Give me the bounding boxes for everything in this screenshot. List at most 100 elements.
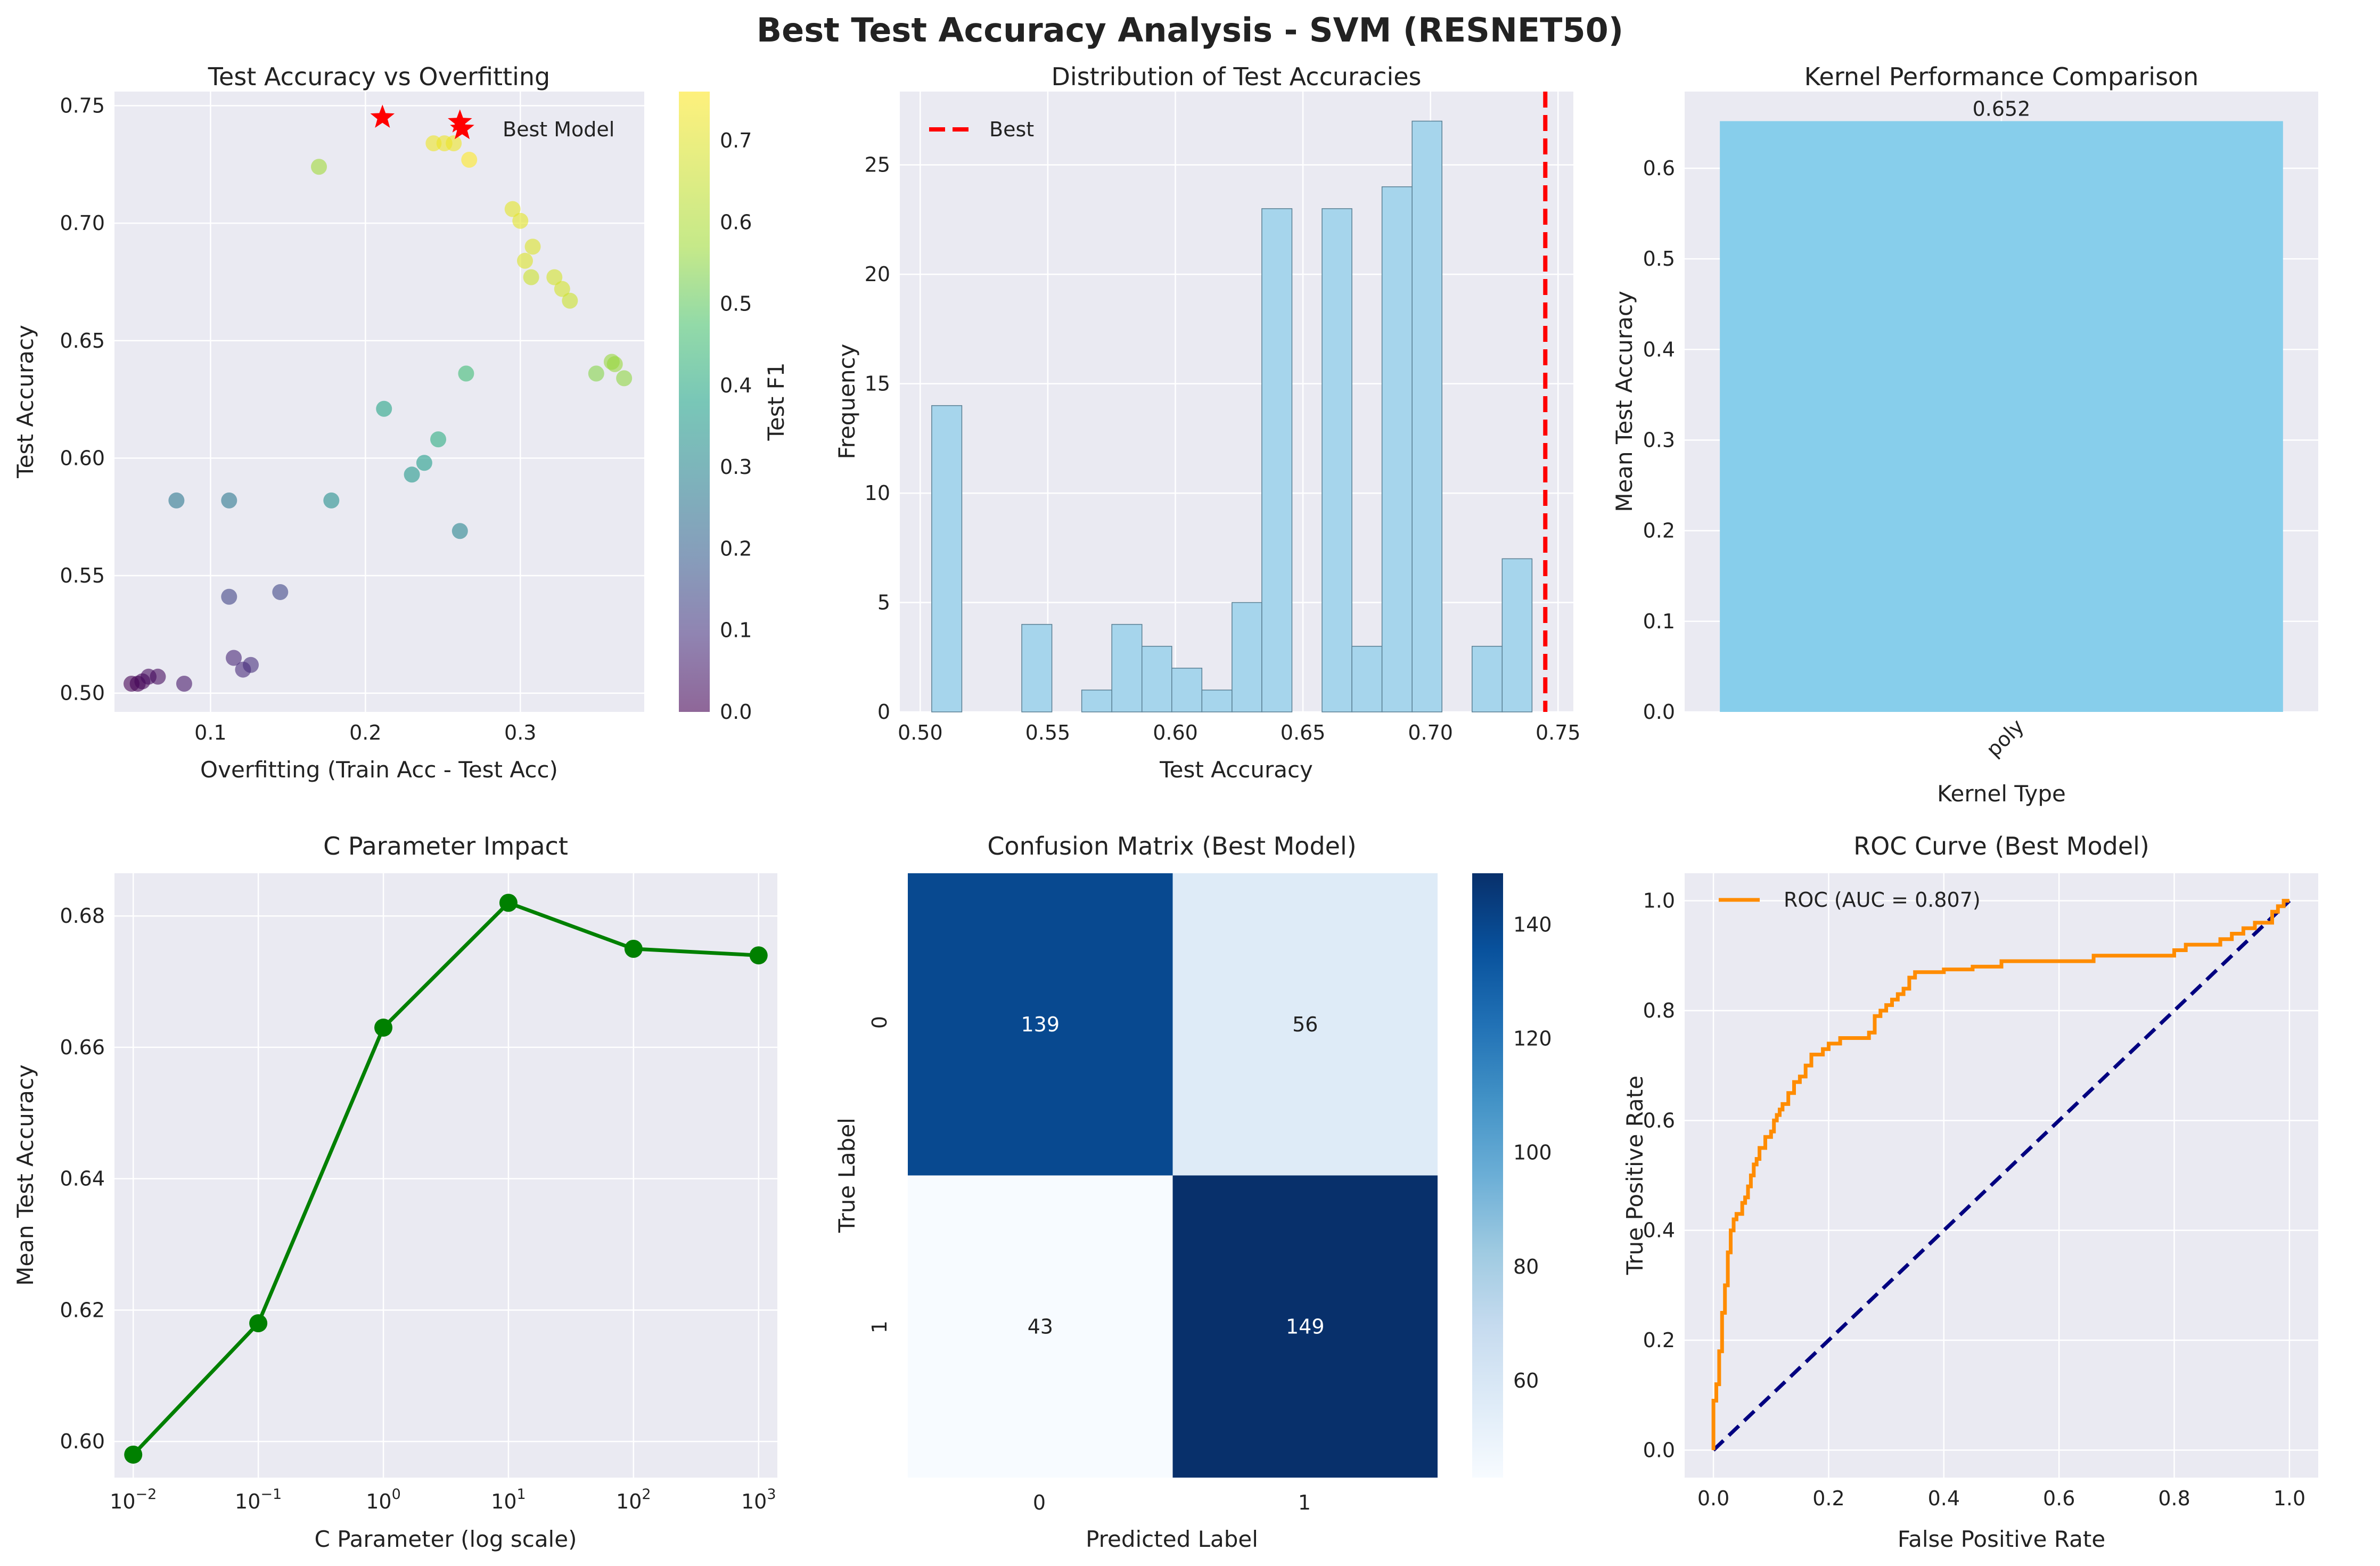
confusion-cell bbox=[908, 1175, 1173, 1478]
histogram-bar bbox=[1381, 186, 1413, 712]
confusion-cell-label: 149 bbox=[1286, 1315, 1325, 1338]
scatter-y-ticks: 0.50 0.55 0.60 0.65 0.70 0.75 bbox=[60, 94, 105, 704]
scatter-legend: Best Model bbox=[450, 116, 614, 141]
kernel-x-label: Kernel Type bbox=[1937, 781, 2066, 807]
cparam-y-tick: 0.64 bbox=[60, 1167, 105, 1191]
colorbar-tick: 0.7 bbox=[720, 129, 752, 152]
best-model-star bbox=[448, 109, 472, 133]
kernel-y-tick: 0.5 bbox=[1643, 247, 1675, 270]
cparam-x-tick: 102 bbox=[616, 1486, 651, 1513]
roc-x-tick: 1.0 bbox=[2274, 1487, 2305, 1510]
cparam-marker bbox=[249, 1314, 268, 1333]
scatter-y-tick: 0.65 bbox=[60, 329, 105, 352]
roc-y-tick: 0.2 bbox=[1643, 1329, 1675, 1352]
scatter-colorbar-ticks: 0.0 0.1 0.2 0.3 0.4 0.5 0.6 0.7 bbox=[720, 129, 752, 724]
star-icon bbox=[450, 116, 474, 140]
histogram-bar bbox=[1351, 645, 1383, 712]
confusion-y-label: True Label bbox=[834, 1118, 860, 1233]
histogram-bar bbox=[1472, 645, 1503, 712]
histogram-x-label: Test Accuracy bbox=[1159, 757, 1313, 783]
scatter-point bbox=[554, 281, 570, 297]
histogram-bar bbox=[1141, 645, 1172, 712]
histogram-x-tick: 0.55 bbox=[1025, 721, 1071, 744]
roc-y-label: True Positive Rate bbox=[1622, 1076, 1648, 1275]
roc-y-tick: 0.8 bbox=[1643, 999, 1675, 1022]
kernel-panel: 0.652 0.0 0.1 0.2 0.3 0.4 0.5 0.6 poly K… bbox=[1611, 62, 2318, 807]
roc-legend-label: ROC (AUC = 0.807) bbox=[1784, 888, 1981, 912]
kernel-title: Kernel Performance Comparison bbox=[1804, 62, 2199, 91]
cparam-x-tick: 10−2 bbox=[110, 1486, 157, 1513]
scatter-legend-label: Best Model bbox=[503, 118, 614, 141]
roc-title: ROC Curve (Best Model) bbox=[1853, 832, 2149, 860]
cparam-plot-area bbox=[114, 873, 777, 1478]
kernel-y-label: Mean Test Accuracy bbox=[1611, 291, 1637, 512]
histogram-y-tick: 25 bbox=[865, 153, 890, 177]
scatter-point bbox=[404, 466, 420, 483]
scatter-point bbox=[452, 523, 468, 539]
scatter-x-tick: 0.3 bbox=[504, 721, 536, 744]
figure-title: Best Test Accuracy Analysis - SVM (RESNE… bbox=[757, 11, 1623, 50]
histogram-x-tick: 0.65 bbox=[1281, 721, 1326, 744]
cparam-x-tick: 103 bbox=[741, 1486, 776, 1513]
scatter-best-markers bbox=[370, 104, 472, 133]
cparam-y-ticks: 0.60 0.62 0.64 0.66 0.68 bbox=[60, 904, 105, 1453]
scatter-point bbox=[176, 676, 192, 692]
scatter-x-ticks: 0.1 0.2 0.3 bbox=[194, 721, 536, 744]
colorbar-tick: 0.3 bbox=[720, 455, 752, 479]
cparam-title: C Parameter Impact bbox=[323, 832, 568, 860]
scatter-point bbox=[430, 431, 447, 448]
cparam-y-label: Mean Test Accuracy bbox=[12, 1064, 38, 1286]
histogram-bar bbox=[1322, 208, 1352, 712]
scatter-point bbox=[376, 400, 392, 417]
roc-x-tick: 0.8 bbox=[2158, 1487, 2190, 1510]
histogram-bar bbox=[1021, 624, 1053, 712]
scatter-point bbox=[446, 135, 462, 152]
best-model-star bbox=[370, 104, 395, 128]
colorbar-tick: 0.5 bbox=[720, 292, 752, 316]
histogram-bar bbox=[1261, 208, 1293, 712]
roc-y-ticks: 0.0 0.2 0.4 0.6 0.8 1.0 bbox=[1643, 889, 1675, 1462]
colorbar-tick: 0.4 bbox=[720, 374, 752, 397]
colorbar-tick: 80 bbox=[1513, 1255, 1539, 1278]
scatter-y-tick: 0.75 bbox=[60, 94, 105, 117]
scatter-point bbox=[243, 657, 259, 673]
cparam-y-tick: 0.68 bbox=[60, 904, 105, 928]
colorbar-tick: 100 bbox=[1513, 1141, 1552, 1165]
colorbar-tick: 0.1 bbox=[720, 619, 752, 642]
scatter-point bbox=[272, 584, 289, 600]
scatter-x-tick: 0.2 bbox=[349, 721, 381, 744]
roc-y-tick: 0.6 bbox=[1643, 1109, 1675, 1132]
colorbar-tick: 0.2 bbox=[720, 537, 752, 560]
scatter-point bbox=[523, 269, 539, 285]
colorbar-label: Test F1 bbox=[763, 363, 789, 441]
scatter-colorbar bbox=[679, 92, 710, 712]
roc-y-tick: 0.0 bbox=[1643, 1438, 1675, 1462]
confusion-cell-label: 43 bbox=[1028, 1315, 1053, 1338]
confusion-y-tick: 1 bbox=[868, 1321, 891, 1333]
cparam-markers bbox=[124, 893, 768, 1464]
kernel-y-tick: 0.4 bbox=[1643, 338, 1675, 361]
scatter-point bbox=[221, 588, 237, 605]
roc-diagonal-line bbox=[1712, 899, 2291, 1452]
cparam-x-label: C Parameter (log scale) bbox=[315, 1526, 577, 1552]
confusion-y-tick: 0 bbox=[868, 1016, 891, 1029]
roc-panel: 0.0 0.2 0.4 0.6 0.8 1.0 0.0 0.2 0.4 0.6 … bbox=[1622, 832, 2318, 1552]
confusion-colorbar bbox=[1472, 873, 1503, 1478]
cparam-marker bbox=[624, 939, 643, 958]
scatter-point bbox=[616, 370, 633, 387]
roc-curve bbox=[1711, 899, 2289, 1450]
colorbar-tick: 0.6 bbox=[720, 210, 752, 234]
scatter-x-tick: 0.1 bbox=[194, 721, 226, 744]
histogram-bar bbox=[1411, 120, 1442, 712]
scatter-point bbox=[504, 201, 521, 217]
histogram-bars bbox=[931, 120, 1533, 712]
scatter-point bbox=[516, 252, 533, 269]
scatter-point bbox=[512, 212, 529, 229]
scatter-x-label: Overfitting (Train Acc - Test Acc) bbox=[200, 757, 558, 783]
histogram-x-tick: 0.70 bbox=[1408, 721, 1453, 744]
histogram-bar bbox=[1111, 624, 1143, 712]
kernel-bar-poly bbox=[1720, 121, 2283, 712]
scatter-point bbox=[311, 159, 327, 175]
roc-y-tick: 1.0 bbox=[1643, 889, 1675, 913]
histogram-x-ticks: 0.50 0.55 0.60 0.65 0.70 0.75 bbox=[898, 721, 1581, 744]
